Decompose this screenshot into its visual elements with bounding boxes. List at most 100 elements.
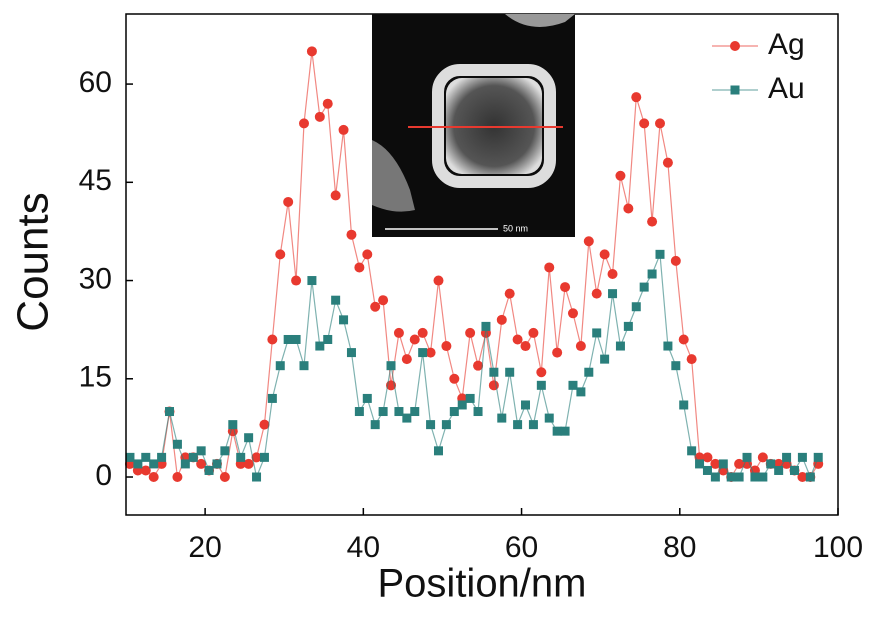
- data-point: [757, 452, 768, 463]
- data-point: [370, 301, 381, 312]
- data-point: [354, 262, 365, 273]
- data-point: [322, 98, 333, 109]
- data-point: [346, 229, 357, 240]
- data-point: [409, 334, 420, 345]
- data-point: [236, 452, 246, 462]
- data-point: [425, 347, 436, 358]
- data-point: [520, 341, 531, 352]
- y-tick-label: 60: [79, 66, 112, 99]
- data-point: [386, 361, 396, 371]
- data-point: [244, 433, 254, 443]
- data-point: [212, 459, 222, 469]
- data-point: [473, 407, 483, 417]
- data-point: [393, 327, 404, 338]
- data-point: [671, 361, 681, 371]
- x-tick-label: 20: [188, 531, 221, 564]
- data-point: [196, 446, 206, 456]
- data-point: [599, 249, 610, 260]
- data-point: [568, 380, 578, 390]
- data-point: [473, 360, 484, 371]
- legend-marker: [730, 85, 740, 95]
- data-point: [307, 276, 317, 286]
- data-point: [695, 459, 705, 469]
- data-point: [283, 334, 293, 344]
- data-point: [647, 269, 657, 279]
- data-point: [323, 334, 333, 344]
- data-point: [528, 420, 538, 430]
- data-point: [623, 321, 633, 331]
- data-point: [140, 465, 151, 476]
- data-point: [591, 288, 602, 299]
- legend-label: Au: [768, 72, 805, 105]
- data-point: [718, 459, 728, 469]
- data-point: [141, 452, 151, 462]
- data-point: [583, 236, 594, 247]
- data-point: [449, 407, 459, 417]
- data-point: [481, 321, 491, 331]
- data-point: [299, 361, 309, 371]
- data-point: [465, 393, 475, 403]
- plot-area: 20 40 60 80 100 0 15 30 45 60 Ag Au: [79, 13, 863, 564]
- data-point: [655, 249, 665, 259]
- y-tick-label: 45: [79, 164, 112, 197]
- data-point: [639, 118, 650, 129]
- data-point: [750, 472, 760, 482]
- data-point: [544, 413, 554, 423]
- inset-scale-label: 50 nm: [503, 223, 528, 233]
- data-point: [315, 341, 325, 351]
- data-point: [441, 420, 451, 430]
- inset-particle: [372, 140, 415, 212]
- data-point: [370, 420, 380, 430]
- data-point: [552, 426, 562, 436]
- data-point: [536, 367, 547, 378]
- data-point: [655, 118, 665, 129]
- data-point: [600, 354, 610, 364]
- data-point: [631, 302, 641, 312]
- data-point: [149, 459, 159, 469]
- data-point: [433, 275, 444, 286]
- data-point: [623, 203, 634, 214]
- inset-particle: [505, 14, 575, 27]
- data-point: [306, 46, 317, 57]
- data-point: [410, 407, 420, 417]
- data-point: [584, 367, 594, 377]
- data-point: [782, 452, 792, 462]
- data-point: [338, 124, 349, 135]
- data-point: [576, 387, 586, 397]
- data-point: [710, 472, 720, 482]
- data-point: [418, 348, 428, 358]
- data-point: [734, 458, 745, 469]
- data-point: [401, 354, 412, 365]
- data-point: [592, 328, 602, 338]
- data-point: [615, 341, 625, 351]
- data-point: [552, 347, 563, 358]
- data-point: [433, 446, 443, 456]
- y-tick-label: 15: [79, 361, 112, 394]
- data-point: [679, 400, 689, 410]
- x-tick-label: 80: [663, 531, 696, 564]
- data-point: [631, 92, 642, 103]
- data-point: [639, 282, 649, 292]
- data-point: [354, 407, 364, 417]
- data-point: [331, 295, 341, 305]
- data-point: [465, 327, 476, 338]
- data-point: [702, 465, 712, 475]
- y-tick-label: 30: [79, 262, 112, 295]
- data-point: [686, 354, 697, 365]
- data-point: [710, 458, 721, 469]
- data-point: [678, 334, 689, 345]
- data-point: [165, 407, 175, 417]
- data-point: [687, 446, 697, 456]
- x-tick-label: 100: [813, 531, 863, 564]
- data-point: [496, 314, 507, 325]
- data-point: [125, 452, 135, 462]
- data-point: [426, 420, 436, 430]
- data-point: [521, 400, 531, 410]
- data-point: [560, 282, 571, 293]
- data-point: [560, 426, 570, 436]
- data-point: [766, 459, 776, 469]
- data-point: [797, 472, 808, 483]
- data-point: [504, 288, 515, 299]
- data-point: [457, 400, 467, 410]
